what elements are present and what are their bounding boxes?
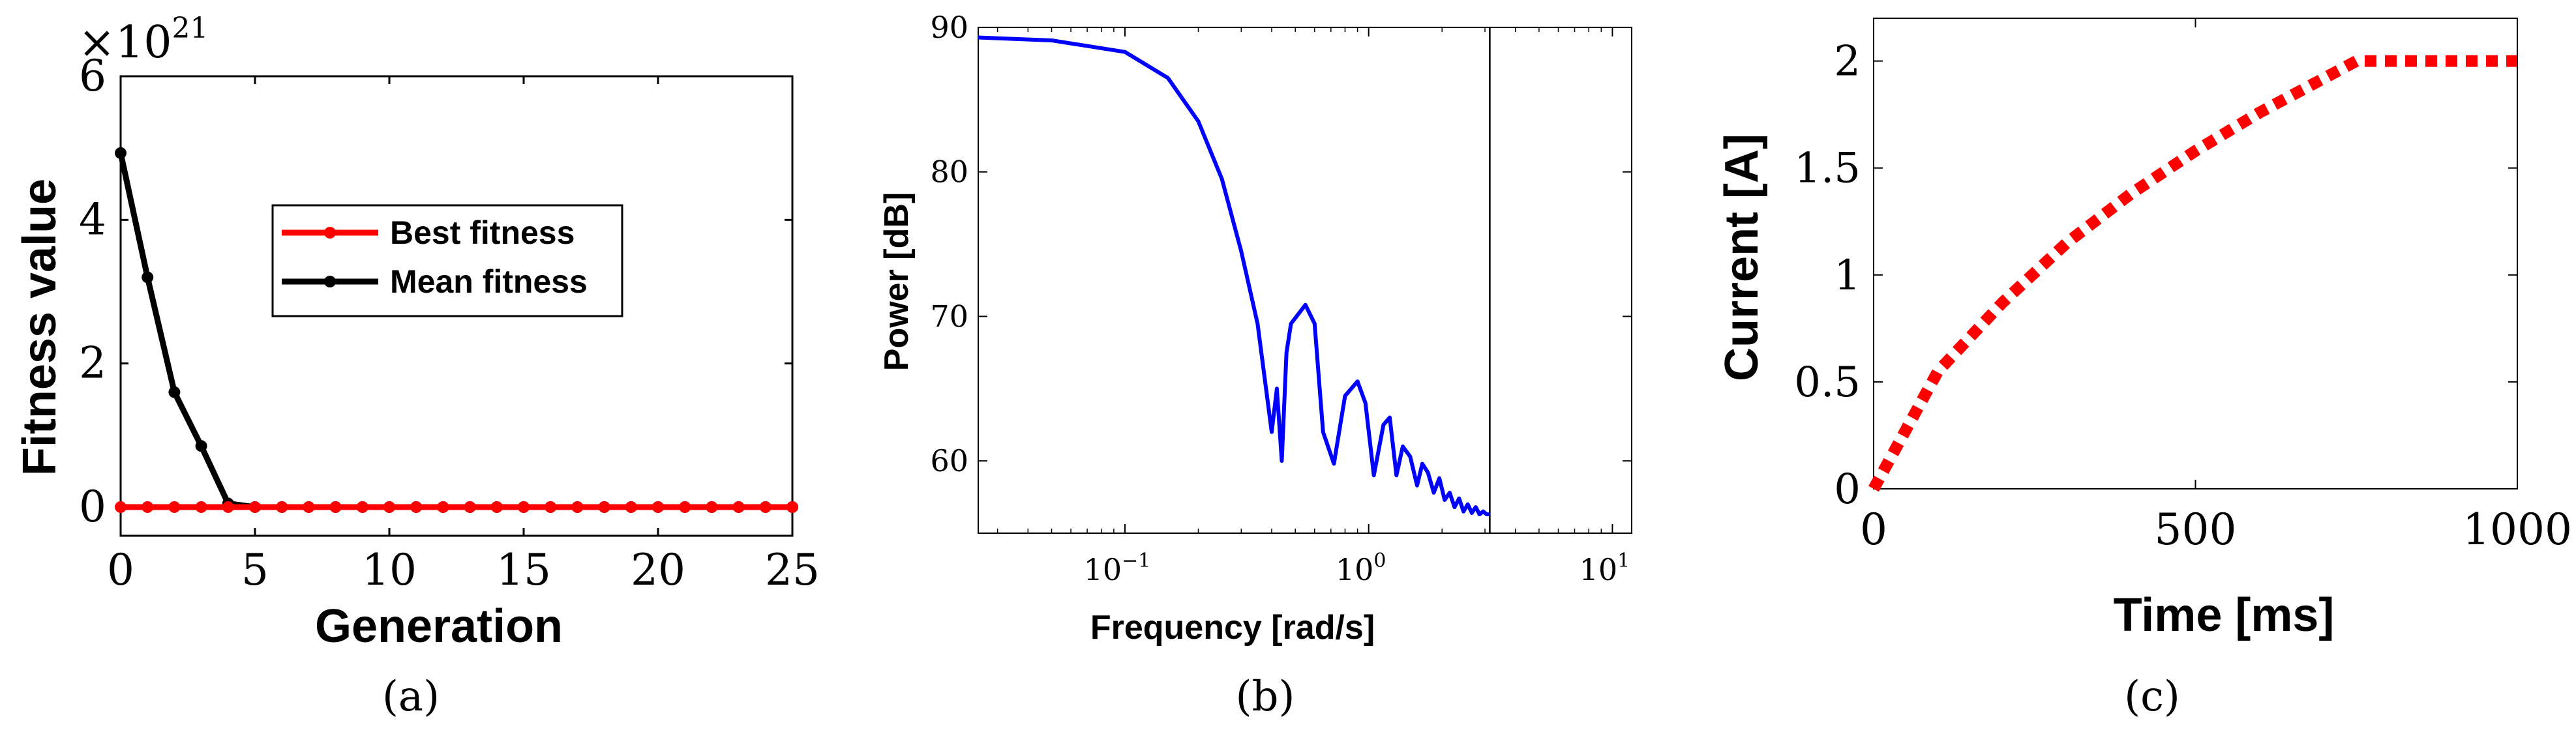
series-point-best xyxy=(518,501,530,513)
y-tick-label-a: 2 xyxy=(79,338,106,388)
y-tick-label-b: 90 xyxy=(930,10,968,45)
series-point-mean xyxy=(115,147,127,159)
series-point-best xyxy=(545,501,557,513)
x-tick-label-c: 1000 xyxy=(2463,504,2572,555)
legend-swatch-marker xyxy=(324,227,336,239)
x-tick-label-b: 101 xyxy=(1580,549,1630,587)
series-point-best xyxy=(276,501,288,513)
y-tick-label-c: 2 xyxy=(1834,38,1861,86)
y-tick-label-c: 1 xyxy=(1834,252,1861,300)
series-point-best xyxy=(115,501,127,513)
series-point-best xyxy=(786,501,798,513)
series-point-mean xyxy=(142,271,154,284)
panel-a-ylabel: Fitness value xyxy=(14,179,66,476)
x-tick-label-c: 500 xyxy=(2155,504,2237,555)
x-tick-label-b: 10−1 xyxy=(1084,549,1151,587)
series-point-best xyxy=(222,501,234,513)
x-tick-label-a: 15 xyxy=(496,545,551,595)
series-point-mean xyxy=(195,440,207,452)
series-point-best xyxy=(168,501,181,513)
series-point-best xyxy=(490,501,503,513)
panel-b-xlabel: Frequency [rad/s] xyxy=(1090,609,1375,647)
series-point-best xyxy=(625,501,637,513)
x-tick-label-a: 5 xyxy=(241,545,269,595)
panel-b-label: (b) xyxy=(1236,673,1295,721)
x-tick-label-c: 0 xyxy=(1860,504,1887,555)
panel-b: Power [dB] Frequency [rad/s] (b) 10−1 100… xyxy=(878,10,1632,721)
series-point-mean xyxy=(168,386,181,398)
x-tick-label-a: 25 xyxy=(765,545,820,595)
plot-area-b xyxy=(978,27,1632,534)
panel-c-label: (c) xyxy=(2124,673,2180,721)
y-tick-label-b: 60 xyxy=(930,443,968,478)
panel-a-exponent: ×1021 xyxy=(78,12,209,68)
series-point-best xyxy=(303,501,315,513)
series-point-best xyxy=(732,501,745,513)
series-point-best xyxy=(759,501,771,513)
legend-swatch-marker xyxy=(324,276,336,287)
series-point-best xyxy=(679,501,691,513)
series-point-best xyxy=(410,501,423,513)
panel-a: ×1021 Fitness value Generation (a) 0 5 10 1… xyxy=(14,12,820,721)
power-spectrum-line xyxy=(978,35,1490,517)
y-tick-label-a: 0 xyxy=(79,482,106,532)
panel-c-ylabel: Current [A] xyxy=(1716,134,1768,381)
legend-label: Mean fitness xyxy=(390,263,588,300)
series-point-best xyxy=(571,501,584,513)
y-tick-label-c: 0.5 xyxy=(1794,358,1861,407)
series-point-best xyxy=(195,501,207,513)
y-tick-label-a: 6 xyxy=(79,51,106,101)
series-point-best xyxy=(706,501,718,513)
series-point-best xyxy=(652,501,664,513)
series-point-best xyxy=(437,501,449,513)
panel-b-ylabel: Power [dB] xyxy=(878,192,916,371)
legend-label: Best fitness xyxy=(390,214,575,251)
series-point-best xyxy=(356,501,368,513)
y-tick-label-b: 70 xyxy=(930,299,968,334)
series-point-best xyxy=(464,501,476,513)
panel-a-xlabel: Generation xyxy=(315,600,563,652)
panel-c: Current [A] Time [ms] (c) 0 500 1000 0 0.5 1 1… xyxy=(1716,18,2572,721)
current-line xyxy=(1868,55,2517,492)
legend-box xyxy=(271,204,623,317)
series-point-best xyxy=(249,501,261,513)
y-tick-label-a: 4 xyxy=(79,194,106,244)
series-point-best xyxy=(329,501,342,513)
panel-c-xlabel: Time [ms] xyxy=(2114,589,2335,641)
series-point-best xyxy=(142,501,154,513)
x-tick-label-a: 10 xyxy=(362,545,417,595)
y-tick-label-c: 0 xyxy=(1834,465,1861,514)
series-point-best xyxy=(383,501,395,513)
x-tick-label-b: 100 xyxy=(1336,549,1386,587)
y-tick-label-c: 1.5 xyxy=(1794,145,1861,193)
y-tick-label-b: 80 xyxy=(930,154,968,190)
x-tick-label-a: 20 xyxy=(631,545,685,595)
series-point-best xyxy=(598,501,610,513)
legend-a: Best fitness Mean fitness xyxy=(271,204,623,317)
x-tick-label-a: 0 xyxy=(107,545,134,595)
plot-area-c xyxy=(1873,18,2518,489)
panel-a-label: (a) xyxy=(382,673,440,721)
